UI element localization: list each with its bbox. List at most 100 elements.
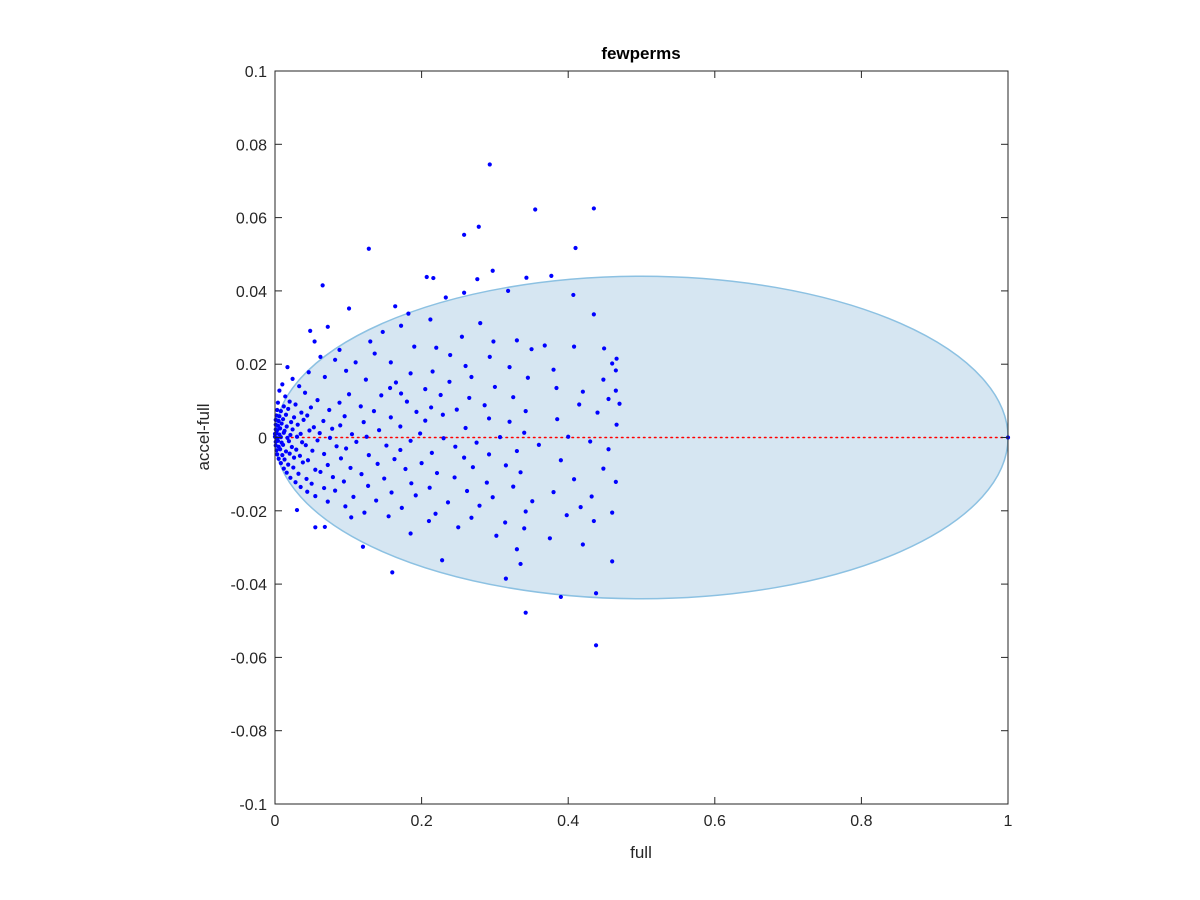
data-point <box>589 494 594 499</box>
data-point <box>297 453 303 458</box>
data-point <box>322 485 327 491</box>
data-point <box>523 509 528 514</box>
y-tick-label: 0.1 <box>245 64 267 81</box>
data-point <box>313 467 318 472</box>
data-point <box>278 461 283 466</box>
data-point <box>320 283 325 288</box>
data-point <box>551 367 556 372</box>
data-point <box>566 434 571 439</box>
data-point <box>296 471 301 476</box>
data-point <box>284 424 289 429</box>
data-point <box>293 402 298 407</box>
y-tick-label: -0.04 <box>231 577 268 594</box>
data-point <box>374 498 379 503</box>
data-point <box>330 474 336 480</box>
data-point <box>303 443 308 448</box>
data-point <box>459 334 465 339</box>
data-point <box>325 499 330 504</box>
data-point <box>475 277 480 282</box>
data-point <box>281 404 286 409</box>
data-point <box>462 232 467 237</box>
data-point <box>344 368 349 373</box>
data-point <box>349 432 355 437</box>
data-point <box>492 384 497 390</box>
data-point <box>393 304 398 309</box>
data-point <box>595 410 600 415</box>
data-point <box>368 339 373 344</box>
data-point <box>484 480 489 485</box>
data-point <box>389 490 394 495</box>
data-point <box>286 462 291 467</box>
data-point <box>431 275 436 281</box>
data-point <box>491 339 496 344</box>
data-point <box>297 384 302 389</box>
chart-title: fewperms <box>601 44 680 63</box>
data-point <box>360 544 366 549</box>
data-point <box>325 462 330 468</box>
data-point <box>490 268 495 273</box>
data-point <box>406 311 411 316</box>
data-point <box>477 503 482 508</box>
data-point <box>469 374 474 380</box>
data-point <box>379 393 384 398</box>
data-point <box>423 418 428 423</box>
data-point <box>349 515 354 520</box>
data-point <box>284 470 289 475</box>
data-point <box>426 518 432 524</box>
data-point <box>487 354 492 359</box>
data-point <box>388 360 393 365</box>
data-point <box>278 447 283 452</box>
data-point <box>602 346 607 351</box>
data-point <box>505 288 511 293</box>
data-point <box>482 403 487 408</box>
data-point <box>440 412 445 417</box>
data-point <box>467 395 472 401</box>
data-point <box>325 324 330 329</box>
data-point <box>281 430 286 435</box>
data-point <box>614 422 619 427</box>
data-point <box>384 443 389 448</box>
x-axis-ticks: 0 0.2 0.4 0.6 0.8 1 <box>271 71 1013 830</box>
data-point <box>503 520 508 525</box>
data-point <box>308 328 313 333</box>
data-point <box>311 425 316 430</box>
data-point <box>486 452 492 457</box>
data-point <box>327 407 332 413</box>
data-point <box>469 515 474 520</box>
data-point <box>388 415 393 420</box>
data-point <box>286 439 292 444</box>
y-tick-label: -0.02 <box>231 504 268 521</box>
data-point <box>291 455 297 460</box>
data-point <box>277 388 282 393</box>
data-point <box>380 329 385 335</box>
x-axis-label: full <box>630 843 652 862</box>
data-point <box>558 594 563 600</box>
data-point <box>280 452 285 458</box>
data-point <box>588 439 593 444</box>
data-point <box>289 444 294 450</box>
data-point <box>613 479 618 484</box>
data-point <box>281 466 286 471</box>
data-point <box>327 435 333 440</box>
data-point <box>280 442 286 447</box>
data-point <box>470 465 476 470</box>
data-point <box>610 559 615 564</box>
data-point <box>430 369 435 374</box>
data-point <box>278 409 283 414</box>
data-point <box>275 452 280 457</box>
data-point <box>404 399 410 404</box>
data-point <box>580 389 585 394</box>
data-point <box>294 507 300 513</box>
data-point <box>382 476 387 481</box>
data-point <box>440 558 445 563</box>
data-point <box>298 484 303 490</box>
data-point <box>301 417 306 423</box>
data-point <box>359 472 364 477</box>
data-point <box>490 495 495 500</box>
data-point <box>293 480 298 485</box>
data-point <box>305 489 310 494</box>
data-point <box>523 409 528 414</box>
data-point <box>448 352 453 358</box>
data-point <box>503 576 508 581</box>
data-point <box>610 361 615 366</box>
